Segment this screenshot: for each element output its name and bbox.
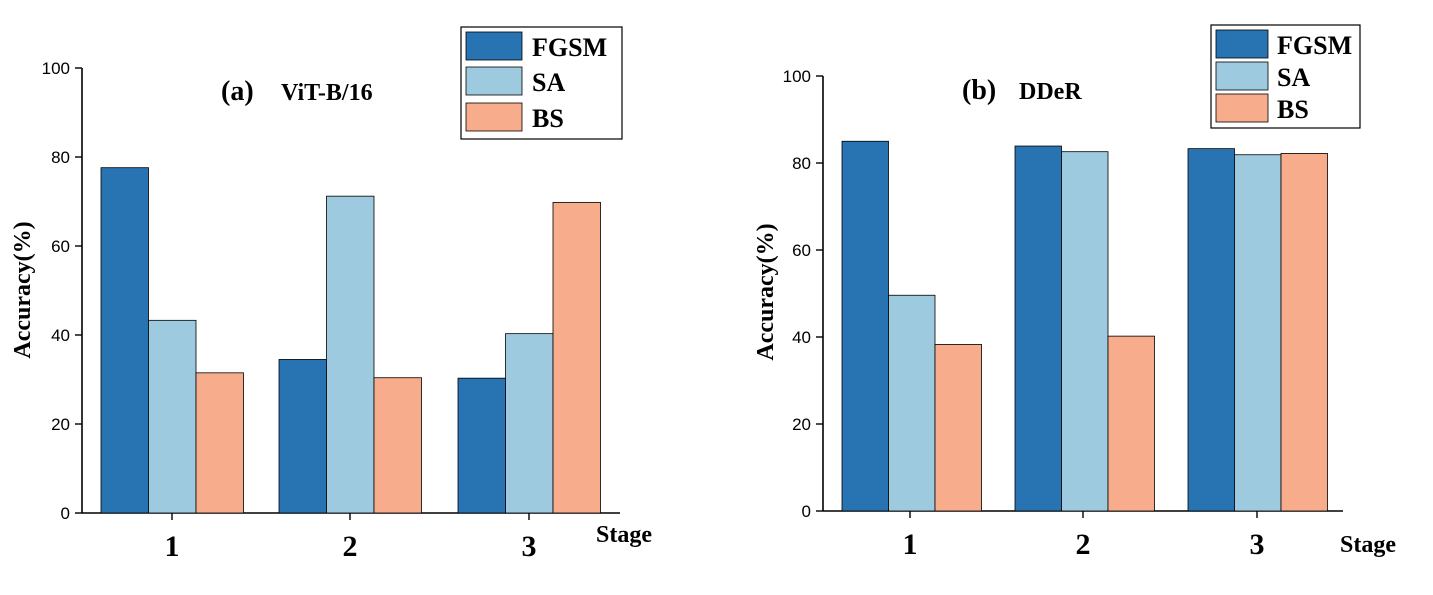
panel-a-x-ticks: 1 2 3 (165, 513, 537, 563)
panel-b-y-tick-label: 0 (802, 502, 811, 521)
panel-b-category-label: 3 (1250, 528, 1265, 561)
panel-a-bar-sa-stage-1 (148, 319, 197, 514)
panel-b-bar-bs-stage-2 (1107, 335, 1155, 512)
panel-a-legend-label-bs: BS (532, 104, 564, 133)
panel-b-y-tick-label: 60 (792, 241, 811, 260)
panel-b-category-label: 2 (1076, 528, 1091, 561)
panel-b-y-ticks: 0 20 40 60 80 100 (783, 67, 823, 521)
panel-b-y-axis-label: Accuracy(%) (753, 223, 779, 360)
panel-a-y-tick-label: 100 (42, 59, 70, 78)
panel-a-legend-swatch-sa (465, 66, 523, 96)
panel-a-bar-sa-stage-3 (505, 333, 554, 514)
panel-b-bars (841, 140, 1328, 512)
panel-b-legend-label-bs: BS (1277, 95, 1309, 124)
panel-a-bar-bs-stage-1 (195, 372, 244, 514)
panel-b-bar-fgsm-stage-2 (1014, 145, 1062, 512)
panel-a-bar-bs-stage-2 (373, 377, 422, 514)
panel-b-bar-sa-stage-1 (888, 294, 936, 512)
panel-b-legend-label-fgsm: FGSM (1277, 31, 1352, 60)
panel-a-y-tick-label: 40 (51, 326, 70, 345)
panel-a-y-tick-label: 20 (51, 415, 70, 434)
panel-b-legend-swatch-sa (1215, 61, 1269, 91)
panel-a-legend-label-fgsm: FGSM (532, 33, 607, 62)
panel-b-y-tick-label: 20 (792, 415, 811, 434)
panel-a-bars (100, 167, 601, 514)
panel-a-y-axis-label: Accuracy(%) (10, 221, 36, 358)
panel-b: 0 20 40 60 80 100 1 2 3 Accuracy(%) Stage (b) D… (753, 24, 1396, 561)
panel-b-x-ticks: 1 2 3 (903, 511, 1265, 561)
panel-a-y-ticks: 0 20 40 60 80 100 (42, 59, 82, 523)
panel-a-legend-swatch-fgsm (465, 31, 523, 61)
panel-b-bar-bs-stage-1 (934, 343, 982, 512)
panel-b-title: DDeR (1019, 79, 1082, 105)
panel-a-y-tick-label: 0 (61, 504, 70, 523)
panel-b-y-tick-label: 80 (792, 154, 811, 173)
panel-a-y-tick-label: 60 (51, 237, 70, 256)
panel-a-bar-fgsm-stage-2 (278, 359, 327, 514)
panel-b-panel-label: (b) (962, 75, 996, 106)
panel-a-bar-fgsm-stage-1 (100, 167, 149, 514)
panel-b-category-label: 1 (903, 528, 918, 561)
panel-b-y-tick-label: 40 (792, 328, 811, 347)
panel-a-category-label: 3 (522, 530, 537, 563)
panel-a-legend: FGSM SA BS (460, 26, 623, 140)
panel-a-x-axis-label: Stage (596, 522, 652, 548)
panel-a-legend-swatch-bs (465, 102, 523, 132)
panel-b-legend-swatch-fgsm (1215, 29, 1269, 59)
panel-a-bar-fgsm-stage-3 (457, 377, 506, 514)
panel-b-y-tick-label: 100 (783, 67, 811, 86)
panel-a: 0 20 40 60 80 100 1 2 3 Accuracy(%) Stage (a) V… (10, 26, 652, 563)
panel-b-bar-fgsm-stage-3 (1187, 148, 1235, 512)
panel-b-x-axis-label: Stage (1340, 532, 1396, 558)
panel-a-legend-label-sa: SA (532, 68, 565, 97)
panel-b-bar-bs-stage-3 (1280, 153, 1328, 512)
panel-a-title: ViT-B/16 (281, 80, 373, 106)
panel-a-bar-bs-stage-3 (552, 201, 601, 514)
panel-b-legend-label-sa: SA (1277, 63, 1310, 92)
panel-b-bar-fgsm-stage-1 (841, 140, 889, 512)
panel-b-bar-sa-stage-2 (1061, 151, 1109, 512)
panel-a-panel-label: (a) (221, 76, 254, 107)
panel-a-bar-sa-stage-2 (326, 195, 375, 514)
panel-a-y-tick-label: 80 (51, 148, 70, 167)
panel-b-bar-sa-stage-3 (1234, 154, 1282, 512)
panel-a-category-label: 1 (165, 530, 180, 563)
panel-b-legend: FGSM SA BS (1210, 24, 1361, 129)
panel-a-category-label: 2 (343, 530, 358, 563)
panel-b-legend-swatch-bs (1215, 93, 1269, 123)
